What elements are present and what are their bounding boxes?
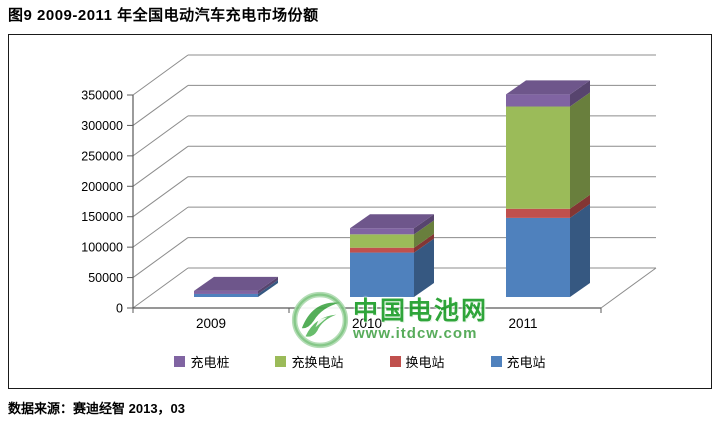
bar-side-2011-充换电站 [570,92,590,209]
gridline-side-200000 [132,145,189,187]
y-tick-label-150000: 150000 [81,210,123,224]
floor-right-edge [600,267,657,309]
gridline-side-150000 [132,176,189,218]
bar-segment-2011-充电站 [506,217,570,297]
bar-segment-2011-充电桩 [506,94,570,107]
y-tick-label-100000: 100000 [81,241,123,255]
bar-segment-2010-充换电站 [350,234,414,248]
data-source-line: 数据来源：赛迪经智 2013，03 [8,398,185,417]
bar-side-2010-充电站 [414,238,434,297]
gridline-side-350000 [132,54,189,96]
bar-2010 [350,214,434,297]
bar-top-2011 [506,80,590,95]
bar-side-2011-换电站 [570,194,590,218]
data-source-value: 赛迪经智 2013，03 [73,401,186,416]
bar-segment-2009-充电桩 [194,290,258,294]
x-category-label-2010: 2010 [352,316,382,331]
gridline-side-0 [132,267,189,309]
bar-segment-2010-充电桩 [350,228,414,235]
data-source-label: 数据来源： [8,401,74,416]
bar-side-2009-充电桩 [258,276,278,294]
legend-swatch-充换电站 [275,356,287,367]
legend-swatch-充电桩 [174,356,186,367]
bar-side-2011-充电桩 [570,80,590,107]
bar-segment-2010-换电站 [350,247,414,253]
y-tick-label-250000: 250000 [81,149,123,163]
bar-side-2010-换电站 [414,233,434,253]
gridline-side-300000 [132,85,189,126]
bar-segment-2011-换电站 [506,208,570,218]
figure-title: 图9 2009-2011 年全国电动汽车充电市场份额 [8,7,319,24]
legend-label-充电站: 充电站 [506,355,546,370]
bar-segment-2010-充电站 [350,252,414,297]
legend-item-换电站: 换电站 [389,352,445,371]
x-category-label-2011: 2011 [508,316,537,331]
bar-side-2009-充电站 [258,279,278,297]
legend-item-充电桩: 充电桩 [174,352,229,371]
y-tick-label-300000: 300000 [81,119,123,133]
bar-2009 [194,276,278,297]
legend-item-充电站: 充电站 [490,352,546,371]
bar-side-2011-充电站 [570,203,590,297]
x-category-label-2009: 2009 [196,316,226,331]
gridline-side-50000 [132,237,189,278]
gridline-side-100000 [132,206,189,248]
y-tick-label-50000: 50000 [88,271,123,285]
bar-segment-2011-充换电站 [506,106,570,209]
legend-label-充换电站: 充换电站 [291,355,344,370]
stacked-bar-chart-canvas: 0 50000 100000 150000 200000 250000 300000 3500… [81,54,657,331]
bar-top-2009 [194,276,278,291]
bar-top-2010 [350,214,434,229]
gridline-side-250000 [132,115,189,157]
chart-legend: 充电桩 充换电站 换电站 充电站 [9,352,711,371]
legend-item-充换电站: 充换电站 [275,352,344,371]
bar-side-2010-充电桩 [414,214,434,235]
legend-swatch-充电站 [490,356,502,367]
y-tick-label-350000: 350000 [81,89,123,103]
legend-label-换电站: 换电站 [405,355,445,370]
y-tick-label-200000: 200000 [81,180,123,194]
bar-side-2010-充换电站 [414,220,434,248]
legend-swatch-换电站 [389,356,401,367]
y-tick-label-0: 0 [116,302,123,316]
chart-frame: 0 50000 100000 150000 200000 250000 300000 3500… [8,34,712,389]
bar-segment-2009-充电站 [194,293,258,297]
bar-2011 [506,80,590,297]
legend-label-充电桩: 充电桩 [190,355,230,370]
